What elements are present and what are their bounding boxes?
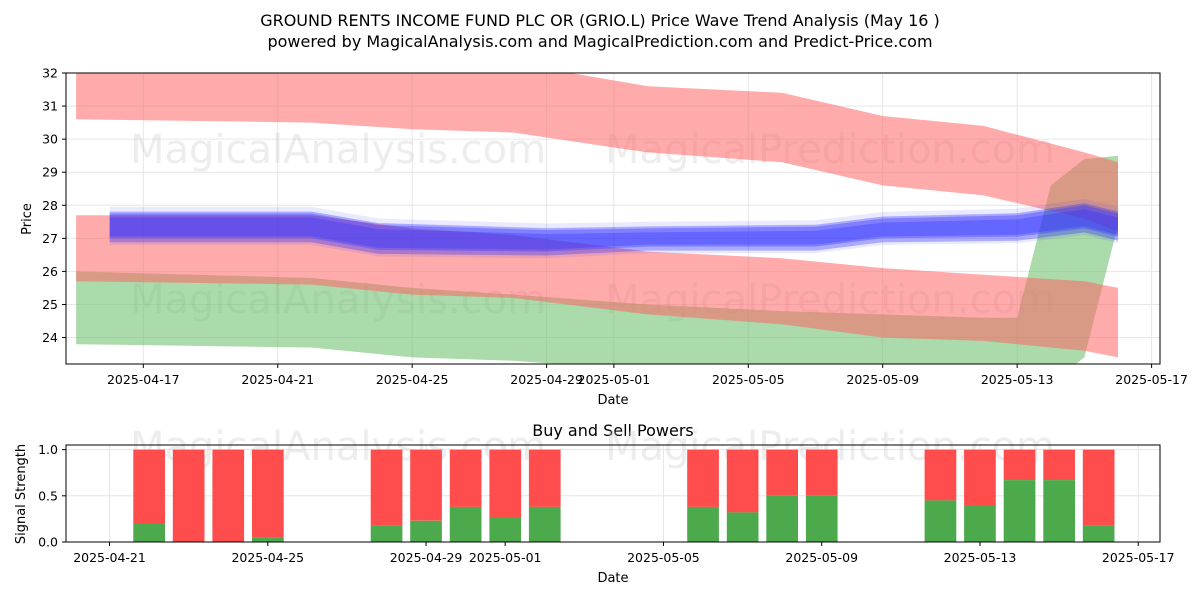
price-x-tick-label: 2025-04-25 — [376, 372, 449, 387]
sell-bar — [805, 449, 838, 496]
upper-red-band — [76, 73, 1118, 232]
price-x-tick-label: 2025-04-17 — [107, 372, 180, 387]
buy-bar — [410, 520, 442, 542]
figure-title-line2: powered by MagicalAnalysis.com and Magic… — [267, 32, 932, 51]
price-y-tick-label: 24 — [42, 330, 58, 345]
buy-bar — [449, 506, 482, 542]
blue-wave — [109, 209, 1118, 256]
signal-y-ticks: 0.0 0.5 1.0 — [38, 442, 66, 550]
sell-bar — [370, 449, 403, 526]
sell-bar — [924, 449, 957, 501]
buy-bar — [766, 495, 798, 542]
signal-x-tick-label: 2025-04-29 — [390, 550, 463, 565]
signal-x-ticks: 2025-04-21 2025-04-25 2025-04-29 2025-05-01… — [73, 542, 1175, 565]
buy-bar — [805, 495, 838, 542]
sell-bar — [726, 449, 759, 513]
figure-title-line1: GROUND RENTS INCOME FUND PLC OR (GRIO.L)… — [260, 11, 940, 30]
signal-x-axis-label: Date — [597, 571, 628, 586]
lower-red-band — [76, 215, 1119, 358]
price-y-tick-label: 32 — [42, 66, 58, 81]
blue-wave — [109, 203, 1118, 250]
price-y-axis-label: Price — [20, 203, 35, 235]
price-bands — [76, 73, 1119, 364]
price-y-tick-label: 27 — [42, 231, 58, 246]
sell-bar — [687, 449, 719, 507]
price-wave-chart: MagicalAnalysis.com MagicalPrediction.co… — [20, 66, 1188, 409]
watermark-analysis-top: MagicalAnalysis.com — [130, 127, 546, 173]
signal-plot-frame — [65, 444, 1161, 543]
buy-bar — [1003, 480, 1036, 542]
sell-bar — [212, 449, 245, 542]
signal-x-tick-label: 2025-05-09 — [785, 550, 858, 565]
signal-x-tick-label: 2025-05-05 — [627, 550, 700, 565]
buy-bar — [252, 537, 284, 542]
price-y-tick-label: 25 — [42, 297, 58, 312]
price-y-tick-label: 31 — [42, 99, 58, 114]
price-y-ticks: 24 25 26 27 28 29 30 31 32 — [42, 66, 66, 345]
sell-bar — [766, 449, 798, 496]
sell-bar — [449, 449, 482, 507]
price-x-tick-label: 2025-04-21 — [241, 372, 314, 387]
buy-bar — [370, 525, 403, 542]
price-plot-frame — [65, 72, 1161, 365]
signal-x-tick-label: 2025-05-01 — [469, 550, 542, 565]
sell-bar — [964, 449, 996, 505]
signal-x-tick-label: 2025-05-13 — [944, 550, 1017, 565]
signal-y-tick-label: 0.5 — [38, 488, 58, 503]
sell-bar — [133, 449, 165, 524]
signal-x-tick-label: 2025-04-25 — [231, 550, 304, 565]
signal-y-tick-label: 1.0 — [38, 442, 58, 457]
sell-bar — [1003, 449, 1036, 481]
sell-bar — [252, 449, 284, 538]
green-band — [76, 155, 1118, 364]
sell-bar — [528, 449, 561, 507]
sell-bar — [410, 449, 442, 521]
buy-bar — [924, 500, 957, 542]
buy-bar — [528, 506, 561, 542]
sell-bar — [1043, 449, 1075, 481]
signal-x-tick-label: 2025-05-17 — [1102, 550, 1175, 565]
signal-x-tick-label: 2025-04-21 — [73, 550, 146, 565]
signal-chart-title: Buy and Sell Powers — [532, 421, 694, 440]
price-x-tick-label: 2025-05-01 — [578, 372, 651, 387]
buy-bar — [964, 505, 996, 542]
buy-bar — [1082, 525, 1115, 542]
price-x-tick-label: 2025-05-05 — [712, 372, 785, 387]
buy-bar — [687, 506, 719, 542]
sell-bar — [489, 449, 522, 518]
buy-bar — [489, 518, 522, 542]
price-y-tick-label: 30 — [42, 132, 58, 147]
sell-bar — [1082, 449, 1115, 526]
signal-y-tick-label: 0.0 — [38, 535, 58, 550]
price-y-tick-label: 26 — [42, 264, 58, 279]
signal-y-axis-label: Signal Strength — [14, 444, 29, 544]
price-x-ticks: 2025-04-17 2025-04-21 2025-04-25 2025-04-29… — [107, 364, 1188, 387]
blue-wave — [109, 205, 1118, 252]
sell-bar — [172, 449, 205, 542]
price-y-tick-label: 29 — [42, 165, 58, 180]
price-x-tick-label: 2025-04-29 — [510, 372, 583, 387]
signal-bars — [133, 449, 1115, 542]
buy-bar — [1043, 480, 1075, 542]
price-x-tick-label: 2025-05-09 — [846, 372, 919, 387]
buy-bar — [726, 512, 759, 542]
buy-bar — [133, 523, 165, 542]
price-x-tick-label: 2025-05-13 — [981, 372, 1054, 387]
price-x-tick-label: 2025-05-17 — [1115, 372, 1188, 387]
signal-strength-chart: Buy and Sell Powers MagicalAnalysis.com … — [14, 421, 1175, 586]
price-x-axis-label: Date — [597, 393, 628, 408]
blue-wave-halo — [109, 198, 1118, 259]
price-y-tick-label: 28 — [42, 198, 58, 213]
